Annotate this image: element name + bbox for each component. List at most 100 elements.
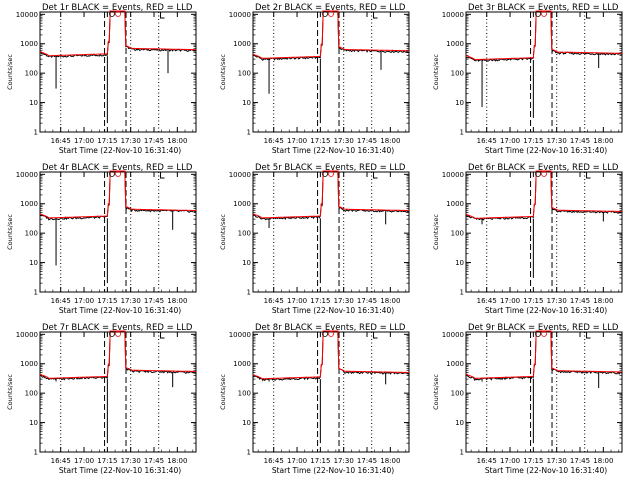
lld-series xyxy=(465,10,622,61)
lld-series xyxy=(465,170,622,219)
y-tick-label: 1000 xyxy=(233,200,251,208)
x-tick-label: 17:15 xyxy=(97,297,117,305)
x-axis-label: Start Time (22-Nov-10 16:31:40) xyxy=(59,466,181,475)
y-tick-label: 100 xyxy=(451,390,464,398)
lld-series xyxy=(252,330,409,380)
y-tick-label: 1 xyxy=(460,129,464,137)
x-tick-label: 17:15 xyxy=(97,457,117,465)
y-axis-label: Counts/sec xyxy=(432,54,440,90)
x-tick-label: 18:00 xyxy=(167,137,187,145)
y-axis-label: Counts/sec xyxy=(6,54,14,90)
x-tick-label: 16:45 xyxy=(477,457,497,465)
events-series xyxy=(39,10,197,59)
x-tick-label: 17:00 xyxy=(500,137,520,145)
y-tick-label: 1000 xyxy=(446,40,464,48)
saturation-mark xyxy=(535,171,541,177)
y-tick-label: 1000 xyxy=(20,40,38,48)
y-tick-label: 10000 xyxy=(16,331,38,339)
events-series xyxy=(465,10,623,62)
saturation-mark-red xyxy=(115,331,121,337)
y-tick-label: 10 xyxy=(29,99,38,107)
saturation-mark-red xyxy=(541,171,547,177)
x-tick-label: 17:00 xyxy=(74,137,94,145)
x-axis-label: Start Time (22-Nov-10 16:31:40) xyxy=(272,466,394,475)
saturation-mark-red xyxy=(115,171,121,177)
y-axis-label: Counts/sec xyxy=(6,374,14,410)
flag-mark xyxy=(586,172,591,179)
x-tick-label: 18:00 xyxy=(167,457,187,465)
y-axis-label: Counts/sec xyxy=(219,54,227,90)
saturation-mark xyxy=(322,331,328,337)
x-tick-label: 16:45 xyxy=(477,137,497,145)
x-tick-label: 17:45 xyxy=(570,137,590,145)
lld-series xyxy=(465,330,622,379)
x-tick-label: 17:15 xyxy=(97,137,117,145)
panel-frame xyxy=(465,171,623,293)
x-tick-label: 17:30 xyxy=(334,137,354,145)
y-tick-label: 1000 xyxy=(446,200,464,208)
panel-title: Det 4r BLACK = Events, RED = LLD xyxy=(42,163,193,173)
events-series xyxy=(465,170,623,221)
y-tick-label: 10 xyxy=(29,419,38,427)
y-axis-label: Counts/sec xyxy=(219,374,227,410)
x-tick-label: 18:00 xyxy=(593,137,613,145)
x-tick-label: 18:00 xyxy=(380,457,400,465)
x-axis-label: Start Time (22-Nov-10 16:31:40) xyxy=(272,146,394,155)
y-tick-label: 10000 xyxy=(442,11,464,19)
panel-det-2: Det 2r BLACK = Events, RED = LLD Counts/s… xyxy=(219,3,410,155)
saturation-mark-red xyxy=(115,11,121,17)
x-tick-label: 17:45 xyxy=(144,297,164,305)
y-tick-label: 1 xyxy=(34,449,38,457)
x-tick-label: 17:30 xyxy=(334,297,354,305)
x-tick-label: 17:00 xyxy=(287,137,307,145)
panel-title: Det 3r BLACK = Events, RED = LLD xyxy=(468,3,619,13)
events-series xyxy=(252,10,410,61)
panel-det-9: Det 9r BLACK = Events, RED = LLD Counts/s… xyxy=(432,323,623,475)
y-tick-label: 10 xyxy=(242,99,251,107)
y-tick-label: 1 xyxy=(247,449,251,457)
y-tick-label: 1000 xyxy=(20,200,38,208)
y-tick-label: 10000 xyxy=(16,11,38,19)
y-tick-label: 100 xyxy=(25,230,38,238)
x-tick-label: 17:30 xyxy=(547,457,567,465)
x-axis-label: Start Time (22-Nov-10 16:31:40) xyxy=(485,306,607,315)
x-tick-label: 16:45 xyxy=(477,297,497,305)
x-tick-label: 17:45 xyxy=(570,457,590,465)
saturation-mark xyxy=(535,11,541,17)
y-tick-label: 100 xyxy=(451,70,464,78)
x-tick-label: 17:00 xyxy=(287,297,307,305)
x-tick-label: 17:45 xyxy=(357,137,377,145)
y-tick-label: 1 xyxy=(34,289,38,297)
saturation-mark-red xyxy=(541,11,547,17)
flag-mark xyxy=(160,172,165,179)
x-tick-label: 17:00 xyxy=(74,297,94,305)
saturation-mark-red xyxy=(328,11,334,17)
x-tick-label: 17:15 xyxy=(310,457,330,465)
x-tick-label: 18:00 xyxy=(593,457,613,465)
y-tick-label: 100 xyxy=(238,70,251,78)
y-tick-label: 1 xyxy=(247,129,251,137)
x-axis-label: Start Time (22-Nov-10 16:31:40) xyxy=(272,306,394,315)
lld-series xyxy=(39,170,196,219)
x-tick-label: 17:45 xyxy=(144,137,164,145)
x-tick-label: 16:45 xyxy=(51,297,71,305)
y-tick-label: 1000 xyxy=(233,360,251,368)
y-tick-label: 100 xyxy=(238,390,251,398)
x-tick-label: 17:15 xyxy=(310,297,330,305)
panel-frame xyxy=(252,171,410,293)
x-axis-label: Start Time (22-Nov-10 16:31:40) xyxy=(485,466,607,475)
y-tick-label: 1 xyxy=(460,289,464,297)
x-tick-label: 17:15 xyxy=(310,137,330,145)
y-tick-label: 10 xyxy=(242,259,251,267)
x-tick-label: 17:00 xyxy=(500,297,520,305)
events-series xyxy=(252,330,410,382)
x-tick-label: 18:00 xyxy=(380,297,400,305)
x-tick-label: 17:15 xyxy=(523,457,543,465)
y-axis-label: Counts/sec xyxy=(6,214,14,250)
x-tick-label: 16:45 xyxy=(264,137,284,145)
lld-series xyxy=(39,10,196,57)
panel-det-6: Det 6r BLACK = Events, RED = LLD Counts/s… xyxy=(432,163,623,315)
flag-mark xyxy=(373,332,378,339)
flag-mark xyxy=(373,172,378,179)
